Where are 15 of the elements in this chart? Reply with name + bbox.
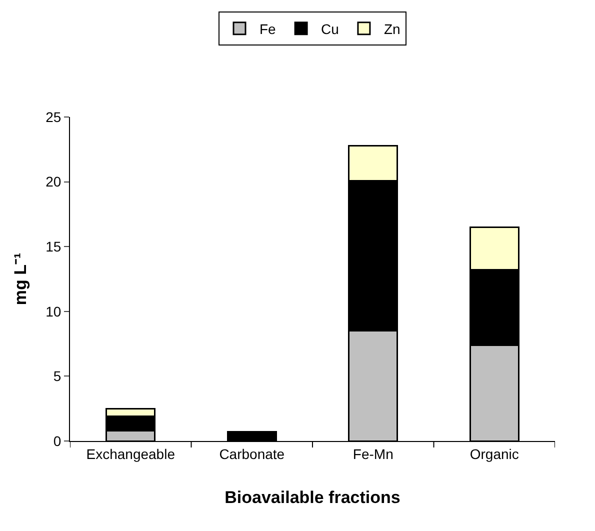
y-tick-label: 5: [53, 368, 62, 384]
y-axis-title: mg L⁻¹: [11, 252, 30, 306]
x-tick-label: Exchangeable: [86, 446, 176, 462]
legend-label: Cu: [321, 20, 339, 37]
x-axis-title: Bioavailable fractions: [224, 488, 400, 508]
y-tick-label: 15: [46, 238, 62, 254]
y-tick-label: 0: [53, 432, 62, 449]
y-tick-label: 25: [46, 108, 62, 125]
x-tick-label: Organic: [470, 446, 519, 462]
x-tick-label: Carbonate: [219, 446, 285, 462]
legend-label: Zn: [384, 20, 400, 37]
legend-label: Fe: [260, 20, 276, 37]
x-tick-label: Fe-Mn: [352, 446, 394, 462]
y-tick-label: 10: [46, 303, 62, 320]
y-tick-label: 20: [46, 174, 62, 190]
